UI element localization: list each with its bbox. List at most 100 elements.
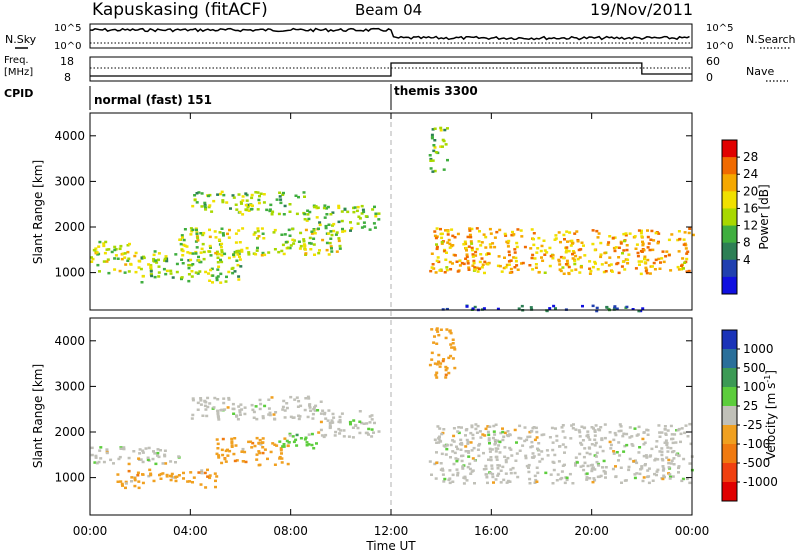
- echo-cell: [210, 267, 214, 271]
- echo-cell: [269, 203, 273, 207]
- echo-cell: [431, 263, 435, 266]
- echo-cell: [488, 227, 492, 231]
- echo-cell: [590, 443, 594, 446]
- echo-cell: [588, 438, 592, 441]
- echo-cell: [529, 430, 533, 433]
- echo-cell: [448, 242, 452, 246]
- echo-cell: [470, 246, 474, 250]
- echo-cell: [497, 444, 501, 447]
- echo-cell: [327, 253, 331, 256]
- echo-cell: [233, 459, 237, 463]
- echo-cell: [492, 430, 496, 433]
- cpid-mode-1: normal (fast) 151: [94, 93, 212, 107]
- echo-cell: [338, 244, 342, 248]
- echo-cell: [595, 306, 599, 310]
- echo-cell: [585, 434, 589, 438]
- echo-cell: [326, 419, 330, 422]
- echo-cell: [642, 476, 646, 479]
- echo-cell: [93, 461, 97, 464]
- echo-cell: [203, 204, 207, 208]
- echo-cell: [159, 477, 163, 480]
- echo-cell: [327, 409, 331, 412]
- echo-cell: [536, 447, 539, 450]
- echo-cell: [273, 463, 277, 466]
- echo-cell: [439, 328, 443, 331]
- echo-cell: [250, 193, 254, 197]
- echo-cell: [323, 204, 327, 207]
- echo-cell: [678, 238, 682, 241]
- echo-cell: [297, 417, 301, 421]
- echo-cell: [465, 253, 469, 256]
- echo-cell: [287, 441, 291, 444]
- echo-cell: [608, 256, 612, 259]
- echo-cell: [494, 441, 497, 445]
- echo-cell: [474, 427, 478, 431]
- echo-cell: [675, 453, 678, 456]
- echo-cell: [559, 240, 562, 244]
- echo-cell: [465, 255, 469, 259]
- echo-cell: [613, 249, 617, 253]
- echo-cell: [203, 201, 207, 205]
- echo-cell: [504, 266, 508, 269]
- echo-cell: [455, 468, 459, 471]
- echo-cell: [595, 309, 599, 313]
- echo-cell: [533, 257, 537, 260]
- echo-cell: [488, 442, 491, 445]
- echo-cell: [613, 431, 617, 435]
- echo-cell: [466, 440, 470, 444]
- echo-cell: [230, 267, 234, 270]
- echo-cell: [603, 436, 607, 440]
- echo-cell: [520, 235, 524, 238]
- noise-left-label: N.Sky: [5, 33, 37, 46]
- echo-cell: [232, 196, 236, 199]
- echo-cell: [691, 233, 695, 237]
- echo-cell: [650, 229, 654, 233]
- echo-cell: [357, 215, 361, 218]
- echo-cell: [555, 434, 559, 438]
- echo-cell: [628, 457, 632, 461]
- echo-cell: [136, 474, 140, 477]
- echo-cell: [459, 448, 463, 451]
- echo-cell: [94, 454, 98, 458]
- echo-cell: [245, 246, 249, 250]
- echo-cell: [602, 459, 606, 463]
- echo-cell: [306, 395, 310, 399]
- echo-cell: [515, 245, 519, 249]
- echo-cell: [683, 231, 687, 234]
- echo-cell: [495, 458, 499, 461]
- echo-cell: [318, 223, 322, 227]
- echo-cell: [607, 241, 611, 244]
- echo-cell: [639, 232, 643, 235]
- echo-cell: [567, 249, 571, 253]
- echo-cell: [471, 264, 475, 267]
- echo-cell: [550, 426, 554, 430]
- echo-cell: [244, 208, 248, 211]
- echo-cell: [187, 266, 191, 270]
- echo-cell: [432, 341, 436, 344]
- echo-cell: [304, 397, 308, 400]
- echo-cell: [451, 439, 455, 442]
- colorbar-swatch: [722, 276, 737, 295]
- echo-cell: [638, 446, 642, 449]
- echo-cell: [237, 278, 241, 281]
- echo-cell: [483, 271, 486, 275]
- echo-cell: [662, 260, 666, 264]
- echo-cell: [267, 413, 271, 416]
- echo-cell: [471, 457, 475, 460]
- echo-cell: [445, 268, 449, 272]
- echo-cell: [608, 440, 612, 444]
- echo-cell: [247, 440, 251, 444]
- echo-cell: [517, 436, 521, 440]
- echo-cell: [352, 210, 356, 214]
- echo-cell: [578, 452, 582, 456]
- echo-cell: [676, 428, 680, 432]
- echo-cell: [477, 454, 481, 458]
- echo-cell: [520, 304, 524, 308]
- echo-cell: [327, 223, 331, 226]
- echo-cell: [565, 249, 569, 252]
- echo-cell: [127, 270, 131, 273]
- echo-cell: [598, 445, 602, 449]
- echo-cell: [226, 406, 230, 409]
- echo-cell: [317, 431, 321, 434]
